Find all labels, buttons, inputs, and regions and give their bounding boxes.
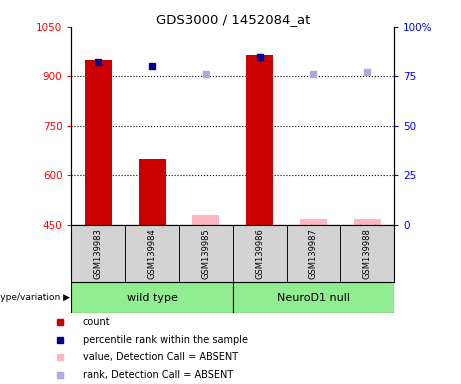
- Text: GSM139986: GSM139986: [255, 228, 264, 279]
- Bar: [125, 225, 179, 282]
- Bar: [300, 219, 327, 225]
- Bar: [246, 55, 273, 225]
- Text: wild type: wild type: [127, 293, 177, 303]
- Text: GSM139988: GSM139988: [363, 228, 372, 279]
- Bar: [287, 225, 340, 282]
- Bar: [71, 282, 233, 313]
- Text: genotype/variation ▶: genotype/variation ▶: [0, 293, 70, 302]
- Text: count: count: [83, 317, 111, 327]
- Bar: [139, 159, 165, 225]
- Text: value, Detection Call = ABSENT: value, Detection Call = ABSENT: [83, 353, 238, 362]
- Bar: [193, 215, 219, 225]
- Bar: [340, 225, 394, 282]
- Text: NeuroD1 null: NeuroD1 null: [277, 293, 350, 303]
- Text: GSM139984: GSM139984: [148, 228, 157, 279]
- Bar: [85, 60, 112, 225]
- Bar: [71, 225, 125, 282]
- Text: GSM139985: GSM139985: [201, 228, 210, 279]
- Bar: [179, 225, 233, 282]
- Text: GSM139983: GSM139983: [94, 228, 103, 279]
- Text: GSM139987: GSM139987: [309, 228, 318, 279]
- Text: percentile rank within the sample: percentile rank within the sample: [83, 334, 248, 344]
- Bar: [354, 219, 381, 225]
- Title: GDS3000 / 1452084_at: GDS3000 / 1452084_at: [156, 13, 310, 26]
- Bar: [233, 282, 394, 313]
- Text: rank, Detection Call = ABSENT: rank, Detection Call = ABSENT: [83, 370, 233, 380]
- Bar: [233, 225, 287, 282]
